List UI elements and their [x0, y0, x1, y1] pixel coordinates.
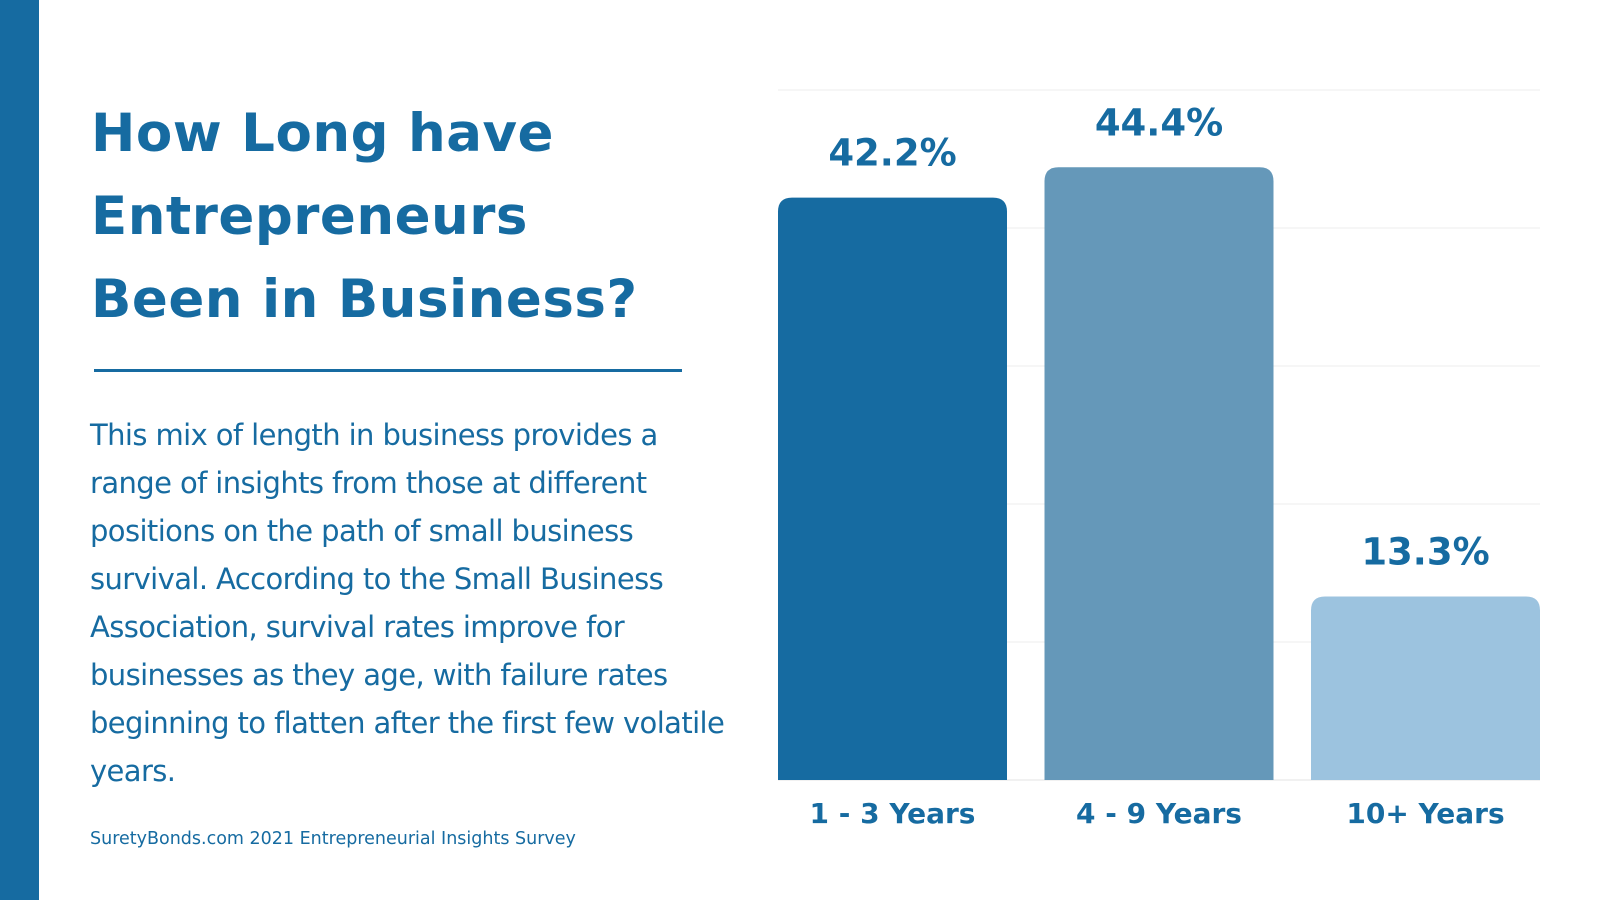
- bar-3: [1311, 596, 1540, 780]
- value-label-2: 44.4%: [1095, 101, 1223, 144]
- source-note: SuretyBonds.com 2021 Entrepreneurial Ins…: [90, 829, 576, 849]
- category-label-3: 10+ Years: [1346, 797, 1504, 830]
- title-divider: [94, 369, 682, 372]
- page-title: How Long have Entrepreneurs Been in Busi…: [91, 92, 731, 341]
- body-paragraph: This mix of length in business provides …: [90, 418, 725, 788]
- chart-bars: [778, 167, 1540, 780]
- title-line-3: Been in Business?: [91, 269, 638, 330]
- title-line-1: How Long have: [91, 103, 554, 164]
- title-line-2: Entrepreneurs: [91, 186, 528, 247]
- category-label-1: 1 - 3 Years: [810, 797, 976, 830]
- bar-1: [778, 197, 1007, 780]
- side-accent-bar: [0, 0, 39, 900]
- bar-2: [1044, 167, 1274, 780]
- chart-value-labels: 42.2% 44.4% 13.3%: [828, 101, 1489, 573]
- category-label-2: 4 - 9 Years: [1076, 797, 1242, 830]
- chart-category-labels: 1 - 3 Years 4 - 9 Years 10+ Years: [810, 797, 1505, 830]
- value-label-1: 42.2%: [828, 132, 956, 175]
- value-label-3: 13.3%: [1361, 530, 1489, 573]
